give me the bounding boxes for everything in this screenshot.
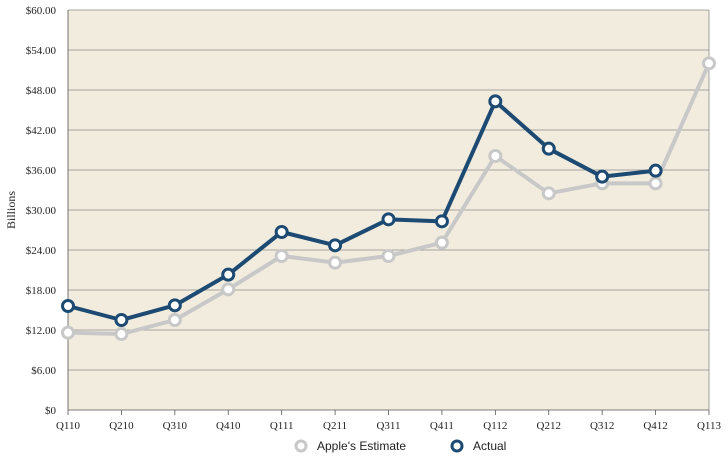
x-tick-label: Q110 (56, 420, 81, 432)
x-tick-label: Q311 (376, 420, 400, 432)
x-tick-label: Q310 (163, 420, 188, 432)
y-tick-label: $24.00 (26, 245, 57, 257)
data-point (328, 255, 343, 270)
data-point (381, 212, 396, 227)
data-point (221, 267, 236, 282)
x-tick-label: Q411 (430, 420, 454, 432)
legend: Apple's Estimate Actual (294, 439, 506, 453)
data-point (541, 186, 556, 201)
data-point (434, 214, 449, 229)
y-tick-label: $60.00 (26, 5, 57, 17)
series-group (61, 56, 716, 341)
data-point (702, 56, 716, 71)
data-point (114, 327, 129, 341)
x-tick-label: Q210 (109, 420, 134, 432)
data-point (488, 149, 503, 163)
data-point (61, 299, 75, 313)
x-tick-label: Q112 (483, 420, 507, 432)
x-tick-label: Q312 (590, 420, 614, 432)
y-tick-label: $0 (45, 405, 57, 417)
y-tick-label: $12.00 (26, 325, 57, 337)
series-line (66, 99, 658, 322)
data-point (541, 141, 556, 156)
grid-lines (67, 9, 710, 411)
y-tick-label: $54.00 (26, 45, 57, 57)
data-point (167, 298, 182, 313)
y-tick-label: $6.00 (31, 365, 56, 377)
x-tick-label: Q211 (323, 420, 347, 432)
x-tick-label: Q212 (537, 420, 561, 432)
x-tick-label: Q111 (270, 420, 294, 432)
y-tick-label: $42.00 (26, 125, 57, 137)
x-tick-label: Q412 (643, 420, 667, 432)
data-point (648, 163, 663, 178)
y-tick-label: $36.00 (26, 165, 57, 177)
y-tick-label: $48.00 (26, 85, 57, 97)
x-axis-tick-labels: Q110 Q210 Q310 Q410 Q111 Q211 Q311 Q411 Q112 Q212… (56, 410, 722, 432)
y-tick-label: $18.00 (26, 285, 57, 297)
data-point (274, 249, 289, 263)
data-point (167, 313, 182, 327)
data-point (381, 249, 396, 263)
data-point (434, 235, 449, 250)
data-point (648, 176, 663, 191)
legend-marker (294, 439, 308, 453)
data-point (61, 325, 75, 340)
legend-label: Actual (473, 439, 506, 453)
legend-label: Apple's Estimate (317, 439, 406, 453)
data-point (274, 225, 289, 239)
series-1 (61, 94, 663, 327)
data-point (221, 282, 236, 297)
x-tick-label: Q410 (216, 420, 241, 432)
data-point (328, 238, 343, 253)
y-tick-label: $30.00 (26, 205, 57, 217)
y-axis-title: Billions (4, 191, 18, 229)
x-tick-label: Q113 (697, 420, 722, 432)
data-point (114, 313, 129, 327)
data-point (595, 169, 610, 184)
legend-marker (450, 439, 464, 453)
y-axis-tick-labels: $0 $6.00 $12.00 $18.00 $24.00 $30.00 $36.00 $42… (26, 5, 57, 417)
data-point (488, 94, 503, 109)
